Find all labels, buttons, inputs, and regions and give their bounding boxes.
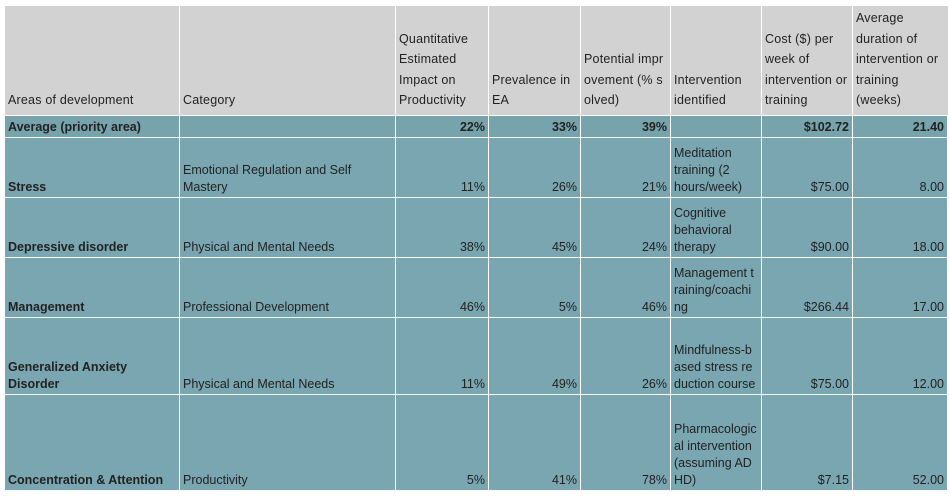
header-intervention: Intervention identified (670, 6, 762, 115)
row-intervention: Management training/coaching (670, 256, 762, 318)
row-area: Stress (4, 136, 180, 198)
row-improvement: 24% (580, 196, 671, 258)
row-impact: 11% (395, 136, 489, 198)
header-prevalence: Prevalence in EA (488, 6, 581, 115)
row-intervention: Pharmacological intervention (assuming A… (670, 393, 762, 491)
row-category: Productivity (179, 393, 396, 491)
row-category: Professional Development (179, 256, 396, 318)
row-category: Physical and Mental Needs (179, 316, 396, 395)
row-improvement: 21% (580, 136, 671, 198)
table-row: Generalized Anxiety Disorder Physical an… (4, 316, 948, 395)
row-intervention: Mindfulness-based stress reduction cours… (670, 316, 762, 395)
row-duration: 52.00 (852, 393, 948, 491)
average-cost: $102.72 (761, 114, 853, 138)
row-intervention: Meditation training (2 hours/week) (670, 136, 762, 198)
row-intervention: Cognitive behavioral therapy (670, 196, 762, 258)
row-category: Emotional Regulation and Self Mastery (179, 136, 396, 198)
row-duration: 17.00 (852, 256, 948, 318)
row-prevalence: 41% (488, 393, 581, 491)
average-area: Average (priority area) (4, 114, 180, 138)
row-impact: 38% (395, 196, 489, 258)
row-duration: 8.00 (852, 136, 948, 198)
row-duration: 18.00 (852, 196, 948, 258)
row-area: Concentration & Attention (4, 393, 180, 491)
row-improvement: 46% (580, 256, 671, 318)
header-improvement: Potential improvement (% solved) (580, 6, 671, 115)
header-duration: Average duration of intervention or trai… (852, 6, 948, 115)
row-area: Depressive disorder (4, 196, 180, 258)
table-row: Management Professional Development 46% … (4, 256, 948, 318)
row-cost: $75.00 (761, 136, 853, 198)
average-improvement: 39% (580, 114, 671, 138)
average-row: Average (priority area) 22% 33% 39% $102… (4, 114, 948, 138)
table-row: Depressive disorder Physical and Mental … (4, 196, 948, 258)
productivity-table: Areas of development Category Quantitati… (4, 6, 948, 491)
average-category (179, 114, 396, 138)
row-area: Generalized Anxiety Disorder (4, 316, 180, 395)
average-intervention (670, 114, 762, 138)
row-cost: $266.44 (761, 256, 853, 318)
row-prevalence: 49% (488, 316, 581, 395)
header-row: Areas of development Category Quantitati… (4, 6, 948, 115)
table-row: Concentration & Attention Productivity 5… (4, 393, 948, 491)
row-impact: 5% (395, 393, 489, 491)
header-impact: Quantitative Estimated Impact on Product… (395, 6, 489, 115)
header-category: Category (179, 6, 396, 115)
row-cost: $7.15 (761, 393, 853, 491)
row-cost: $90.00 (761, 196, 853, 258)
row-prevalence: 45% (488, 196, 581, 258)
header-area: Areas of development (4, 6, 180, 115)
row-impact: 46% (395, 256, 489, 318)
row-improvement: 78% (580, 393, 671, 491)
row-improvement: 26% (580, 316, 671, 395)
row-prevalence: 5% (488, 256, 581, 318)
average-prevalence: 33% (488, 114, 581, 138)
average-duration: 21.40 (852, 114, 948, 138)
row-cost: $75.00 (761, 316, 853, 395)
row-impact: 11% (395, 316, 489, 395)
average-impact: 22% (395, 114, 489, 138)
row-duration: 12.00 (852, 316, 948, 395)
table-row: Stress Emotional Regulation and Self Mas… (4, 136, 948, 198)
row-area: Management (4, 256, 180, 318)
row-prevalence: 26% (488, 136, 581, 198)
row-category: Physical and Mental Needs (179, 196, 396, 258)
header-cost: Cost ($) per week of intervention or tra… (761, 6, 853, 115)
